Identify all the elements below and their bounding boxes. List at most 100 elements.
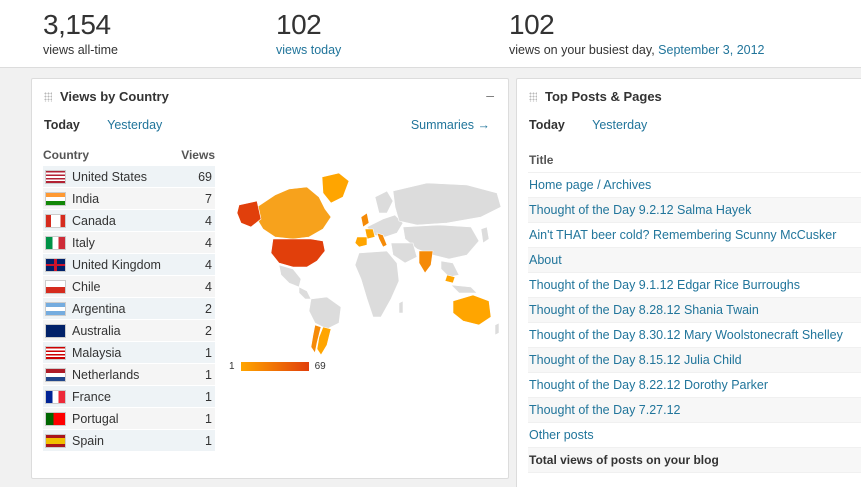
country-name: United States	[72, 169, 148, 184]
country-name: Italy	[72, 235, 95, 250]
views-all-time-value: 3,154	[43, 9, 111, 40]
map-iberia	[354, 236, 368, 248]
country-name: Canada	[72, 213, 116, 228]
flag-ar-icon	[45, 301, 66, 316]
country-views: 1	[205, 345, 212, 360]
country-name: Netherlands	[72, 367, 140, 382]
post-link[interactable]: About	[529, 253, 562, 267]
country-rows: United States 69 India 7 Canada 4 Italy 4 United…	[43, 166, 215, 452]
stats-bar: 3,154 views all-time 102 views today 102…	[0, 0, 861, 68]
country-name: Spain	[72, 433, 104, 448]
col-views: Views	[181, 148, 215, 162]
post-row: Thought of the Day 8.15.12 Julia Child	[528, 348, 861, 373]
country-name: Australia	[72, 323, 121, 338]
country-row: France 1	[43, 386, 215, 408]
post-link[interactable]: Thought of the Day 8.22.12 Dorothy Parke…	[529, 378, 769, 392]
country-name: United Kingdom	[72, 257, 161, 272]
map-southeast-asia	[440, 260, 460, 278]
summaries-link[interactable]: Summaries →	[410, 118, 490, 132]
views-today-link[interactable]: views today	[276, 43, 342, 57]
country-row: Portugal 1	[43, 408, 215, 430]
posts-list: Title Home page / Archives Thought of the…	[528, 148, 861, 473]
tab-yesterday[interactable]: Yesterday	[107, 118, 163, 132]
country-name: Malaysia	[72, 345, 122, 360]
country-views: 1	[205, 367, 212, 382]
country-views: 69	[198, 169, 212, 184]
views-by-country-panel: Views by Country – Today Yesterday Summa…	[31, 78, 509, 479]
post-link[interactable]: Thought of the Day 7.27.12	[529, 403, 681, 417]
panel-title-text: Views by Country	[60, 89, 169, 104]
country-row: Italy 4	[43, 232, 215, 254]
map-middle-east	[390, 242, 418, 264]
map-australia	[452, 294, 492, 326]
map-scandinavia	[374, 190, 394, 214]
map-europe	[366, 214, 404, 238]
map-argentina	[316, 326, 332, 356]
post-rows: Home page / Archives Thought of the Day 9…	[528, 173, 861, 423]
post-link[interactable]: Thought of the Day 9.1.12 Edgar Rice Bur…	[529, 278, 800, 292]
post-row: Ain't THAT beer cold? Remembering Scunny…	[528, 223, 861, 248]
world-map	[236, 172, 502, 356]
flag-ca-icon	[45, 213, 66, 228]
country-table: Country Views United States 69 India 7 Canad…	[43, 148, 215, 452]
post-row: Thought of the Day 9.2.12 Salma Hayek	[528, 198, 861, 223]
country-name: Argentina	[72, 301, 126, 316]
country-views: 1	[205, 389, 212, 404]
busiest-day-value: 102	[509, 9, 555, 40]
map-madagascar	[398, 300, 404, 314]
country-row: United Kingdom 4	[43, 254, 215, 276]
flag-pt-icon	[45, 411, 66, 426]
post-link[interactable]: Thought of the Day 8.28.12 Shania Twain	[529, 303, 759, 317]
col-country: Country	[43, 148, 89, 162]
legend-max: 69	[314, 361, 326, 372]
collapse-icon[interactable]: –	[486, 87, 494, 103]
country-views: 4	[205, 257, 212, 272]
drag-handle-icon[interactable]	[529, 91, 537, 102]
stat-views-all-time: 3,154 views all-time	[43, 8, 118, 58]
map-new-zealand	[494, 322, 500, 336]
country-row: Malaysia 1	[43, 342, 215, 364]
busiest-day-date-link[interactable]: September 3, 2012	[658, 43, 765, 57]
post-row: Thought of the Day 8.22.12 Dorothy Parke…	[528, 373, 861, 398]
tab-today[interactable]: Today	[529, 118, 565, 132]
map-russia	[392, 182, 502, 226]
map-legend: 1 69	[229, 361, 326, 372]
flag-in-icon	[45, 191, 66, 206]
map-alaska	[236, 200, 262, 228]
tab-today[interactable]: Today	[44, 118, 80, 132]
drag-handle-icon[interactable]	[44, 91, 52, 102]
post-link[interactable]: Home page / Archives	[529, 178, 652, 192]
flag-gb-icon	[45, 257, 66, 272]
country-row: Spain 1	[43, 430, 215, 452]
map-greenland	[321, 172, 350, 204]
post-row: Thought of the Day 7.27.12	[528, 398, 861, 423]
stat-busiest-day: 102 views on your busiest day, September…	[509, 8, 765, 58]
busiest-day-text: views on your busiest day,	[509, 43, 655, 57]
country-views: 4	[205, 213, 212, 228]
country-views: 2	[205, 301, 212, 316]
map-indonesia	[450, 284, 478, 294]
post-row: Thought of the Day 8.30.12 Mary Woolston…	[528, 323, 861, 348]
country-row: India 7	[43, 188, 215, 210]
total-views-label: Total views of posts on your blog	[528, 448, 861, 473]
country-views: 1	[205, 411, 212, 426]
post-link[interactable]: Thought of the Day 8.15.12 Julia Child	[529, 353, 742, 367]
flag-es-icon	[45, 433, 66, 448]
country-views: 4	[205, 279, 212, 294]
country-row: Australia 2	[43, 320, 215, 342]
map-usa	[270, 238, 326, 268]
other-posts-link[interactable]: Other posts	[529, 428, 594, 442]
tab-yesterday[interactable]: Yesterday	[592, 118, 648, 132]
post-row: Home page / Archives	[528, 173, 861, 198]
country-name: France	[72, 389, 111, 404]
country-row: Netherlands 1	[43, 364, 215, 386]
post-link[interactable]: Thought of the Day 9.2.12 Salma Hayek	[529, 203, 752, 217]
post-link[interactable]: Thought of the Day 8.30.12 Mary Woolston…	[529, 328, 843, 342]
post-link[interactable]: Ain't THAT beer cold? Remembering Scunny…	[529, 228, 837, 242]
map-africa	[354, 250, 400, 318]
flag-us-icon	[45, 169, 66, 184]
flag-my-icon	[45, 345, 66, 360]
map-india	[418, 250, 434, 274]
map-south-america-north	[308, 296, 342, 330]
map-mexico	[278, 264, 302, 288]
